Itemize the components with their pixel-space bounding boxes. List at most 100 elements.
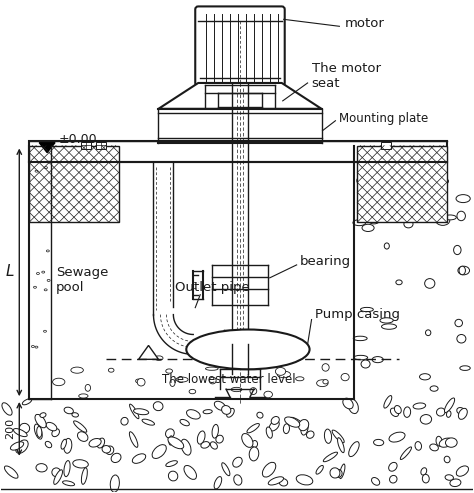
Ellipse shape: [445, 398, 455, 413]
Ellipse shape: [339, 464, 345, 479]
Ellipse shape: [35, 424, 42, 439]
FancyBboxPatch shape: [195, 6, 285, 86]
Ellipse shape: [268, 477, 283, 485]
Ellipse shape: [16, 440, 28, 453]
Ellipse shape: [134, 409, 149, 415]
Ellipse shape: [31, 346, 35, 348]
Ellipse shape: [203, 410, 212, 414]
Ellipse shape: [444, 215, 456, 220]
Ellipse shape: [206, 367, 218, 370]
Ellipse shape: [52, 468, 61, 477]
Ellipse shape: [40, 413, 46, 418]
Ellipse shape: [257, 412, 263, 418]
Ellipse shape: [458, 266, 470, 275]
Ellipse shape: [136, 379, 141, 383]
Ellipse shape: [279, 479, 288, 486]
Ellipse shape: [458, 408, 467, 420]
Ellipse shape: [459, 266, 465, 275]
Ellipse shape: [64, 438, 72, 453]
Ellipse shape: [420, 415, 432, 424]
Ellipse shape: [176, 377, 188, 382]
Ellipse shape: [234, 475, 242, 485]
Ellipse shape: [324, 429, 332, 443]
Ellipse shape: [445, 475, 454, 480]
Ellipse shape: [415, 442, 421, 450]
Ellipse shape: [404, 407, 410, 418]
Ellipse shape: [79, 394, 88, 398]
Ellipse shape: [35, 170, 38, 172]
Ellipse shape: [132, 454, 146, 463]
Ellipse shape: [323, 380, 328, 384]
Ellipse shape: [233, 457, 242, 467]
Ellipse shape: [456, 195, 470, 203]
Ellipse shape: [106, 446, 114, 455]
Ellipse shape: [363, 183, 379, 188]
Ellipse shape: [444, 456, 450, 463]
Ellipse shape: [396, 280, 402, 285]
Ellipse shape: [109, 368, 114, 372]
Ellipse shape: [457, 408, 465, 415]
Text: The lowest water level: The lowest water level: [163, 373, 296, 386]
Ellipse shape: [301, 420, 308, 435]
Ellipse shape: [275, 367, 286, 375]
Bar: [1, 399, 473, 492]
Ellipse shape: [201, 442, 210, 448]
Ellipse shape: [353, 220, 365, 226]
Ellipse shape: [13, 428, 27, 437]
Ellipse shape: [166, 460, 177, 466]
Ellipse shape: [169, 436, 173, 445]
Ellipse shape: [337, 438, 344, 453]
Ellipse shape: [89, 438, 101, 447]
Ellipse shape: [421, 468, 427, 475]
Ellipse shape: [111, 453, 121, 462]
Text: bearing: bearing: [300, 255, 351, 268]
Ellipse shape: [422, 474, 429, 483]
Ellipse shape: [155, 356, 163, 360]
Ellipse shape: [166, 369, 173, 373]
Ellipse shape: [332, 430, 344, 443]
Ellipse shape: [362, 224, 374, 232]
Bar: [29, 145, 118, 222]
Ellipse shape: [289, 356, 301, 361]
Ellipse shape: [64, 460, 70, 477]
Ellipse shape: [129, 404, 139, 419]
Ellipse shape: [34, 286, 36, 288]
Ellipse shape: [85, 385, 91, 391]
Ellipse shape: [44, 330, 46, 332]
Ellipse shape: [446, 438, 457, 447]
Ellipse shape: [376, 203, 386, 209]
Ellipse shape: [4, 466, 18, 478]
Ellipse shape: [197, 431, 205, 444]
Ellipse shape: [222, 463, 230, 476]
Ellipse shape: [384, 395, 392, 408]
Ellipse shape: [430, 386, 438, 391]
Ellipse shape: [322, 364, 329, 371]
Ellipse shape: [457, 335, 466, 343]
Ellipse shape: [349, 442, 359, 457]
Ellipse shape: [35, 346, 38, 348]
Ellipse shape: [290, 417, 303, 426]
Ellipse shape: [370, 206, 380, 214]
Ellipse shape: [454, 246, 461, 254]
Ellipse shape: [64, 407, 73, 414]
Ellipse shape: [269, 421, 279, 431]
Ellipse shape: [439, 438, 453, 447]
Ellipse shape: [426, 330, 431, 336]
Ellipse shape: [102, 446, 110, 453]
Ellipse shape: [77, 432, 88, 441]
Ellipse shape: [384, 243, 389, 249]
Ellipse shape: [42, 271, 45, 273]
Ellipse shape: [47, 161, 50, 163]
Ellipse shape: [71, 367, 83, 373]
Ellipse shape: [186, 329, 310, 369]
Ellipse shape: [460, 366, 470, 370]
Ellipse shape: [456, 466, 468, 476]
Ellipse shape: [247, 423, 259, 433]
Ellipse shape: [263, 462, 276, 477]
Ellipse shape: [401, 447, 411, 459]
Ellipse shape: [249, 447, 259, 461]
Ellipse shape: [209, 377, 216, 384]
Ellipse shape: [389, 432, 405, 442]
Ellipse shape: [142, 419, 155, 425]
Ellipse shape: [36, 273, 39, 275]
